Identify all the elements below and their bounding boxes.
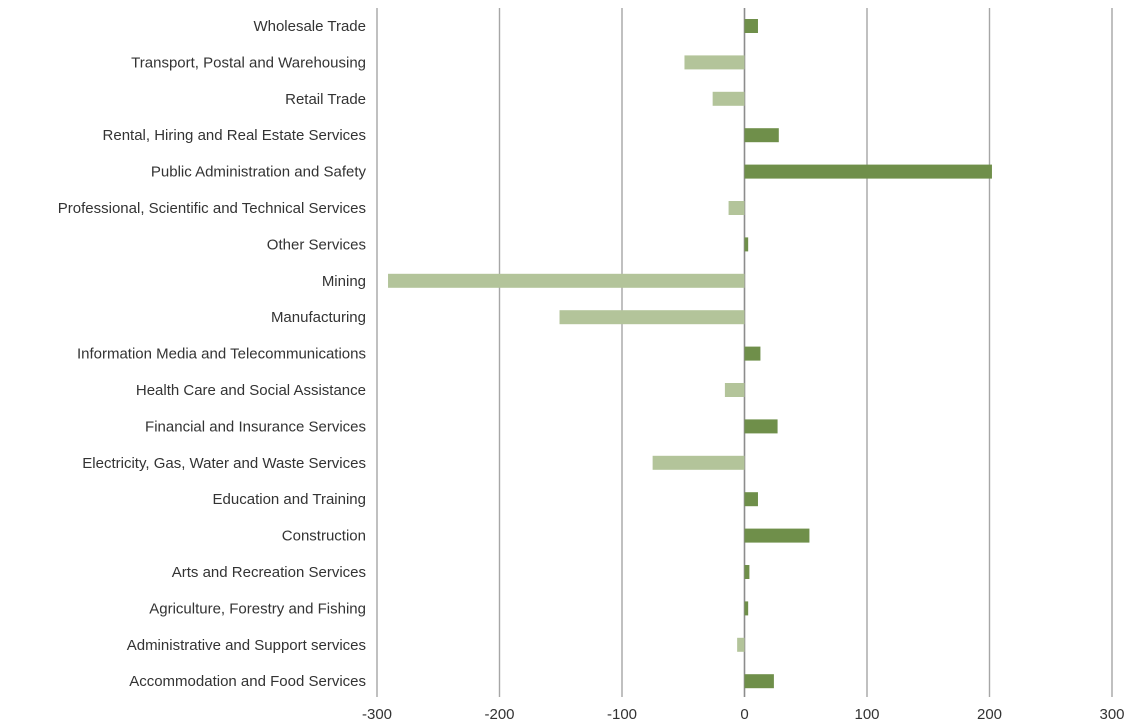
category-label: Education and Training bbox=[213, 491, 366, 508]
category-label: Health Care and Social Assistance bbox=[136, 382, 366, 399]
x-tick-label: -100 bbox=[607, 706, 637, 723]
category-label: Transport, Postal and Warehousing bbox=[131, 54, 366, 71]
bar bbox=[744, 128, 779, 143]
bar bbox=[744, 674, 774, 689]
category-label: Construction bbox=[282, 528, 366, 545]
category-label: Administrative and Support services bbox=[127, 637, 366, 654]
category-label: Information Media and Telecommunications bbox=[77, 346, 366, 363]
category-label: Arts and Recreation Services bbox=[172, 564, 366, 581]
bar bbox=[744, 164, 992, 179]
x-tick-label: 300 bbox=[1099, 706, 1124, 723]
x-axis-tick-labels: -300 -200 -100 0 100 200 300 bbox=[362, 706, 1125, 723]
category-label: Other Services bbox=[267, 236, 366, 253]
category-label: Financial and Insurance Services bbox=[145, 418, 366, 435]
bar bbox=[744, 601, 749, 616]
category-label: Electricity, Gas, Water and Waste Servic… bbox=[82, 455, 366, 472]
category-label: Wholesale Trade bbox=[253, 18, 366, 35]
x-tick-label: -200 bbox=[484, 706, 514, 723]
bar bbox=[744, 492, 758, 507]
category-label: Public Administration and Safety bbox=[151, 164, 367, 181]
category-label: Professional, Scientific and Technical S… bbox=[58, 200, 366, 217]
x-tick-label: 100 bbox=[854, 706, 879, 723]
bars bbox=[388, 19, 992, 689]
bar bbox=[684, 55, 745, 70]
category-label: Manufacturing bbox=[271, 309, 366, 326]
bar bbox=[744, 528, 810, 543]
bar bbox=[724, 383, 745, 397]
category-label: Rental, Hiring and Real Estate Services bbox=[103, 127, 366, 144]
bar bbox=[728, 201, 745, 215]
category-label: Retail Trade bbox=[285, 91, 366, 108]
bar bbox=[744, 565, 750, 579]
x-tick-label: 0 bbox=[740, 706, 748, 723]
category-label: Accommodation and Food Services bbox=[129, 673, 366, 690]
bar bbox=[388, 273, 745, 288]
gridlines bbox=[376, 8, 1113, 697]
x-tick-label: -300 bbox=[362, 706, 392, 723]
category-label: Mining bbox=[322, 273, 366, 290]
bar bbox=[712, 91, 745, 106]
bar bbox=[559, 310, 745, 325]
category-labels: Wholesale Trade Transport, Postal and War… bbox=[58, 18, 367, 690]
bar bbox=[744, 419, 778, 434]
bar bbox=[744, 237, 749, 252]
category-label: Agriculture, Forestry and Fishing bbox=[149, 600, 366, 617]
x-tick-label: 200 bbox=[977, 706, 1002, 723]
bar bbox=[652, 455, 745, 470]
bar bbox=[744, 346, 761, 361]
bar bbox=[744, 19, 758, 33]
bar bbox=[737, 637, 745, 652]
